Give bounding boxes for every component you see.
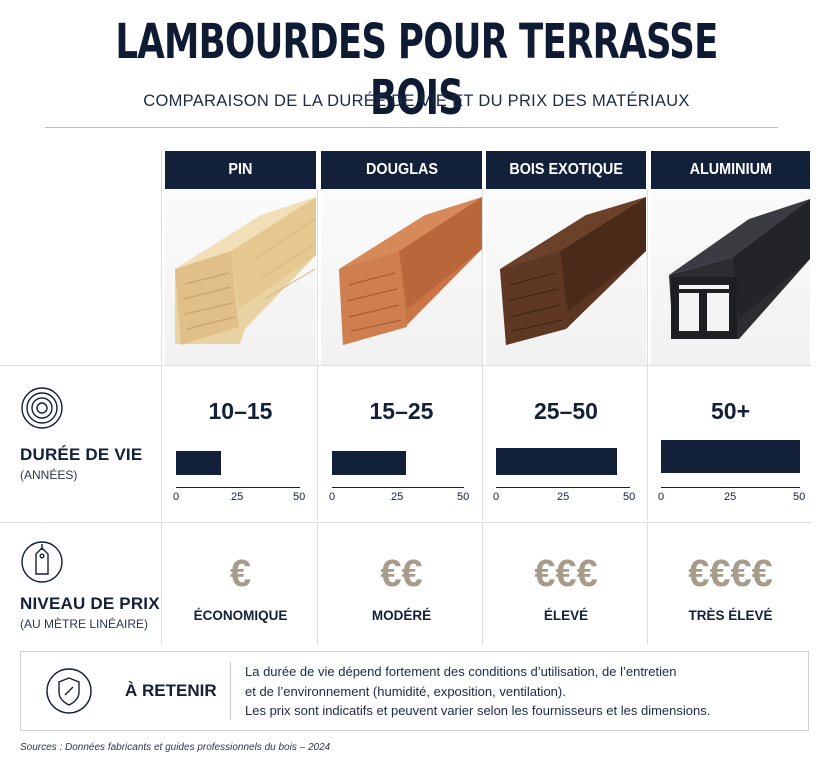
lifespan-value-exotic: 25–50 bbox=[534, 398, 598, 424]
key-takeaway-text: La durée de vie dépend fortement des con… bbox=[245, 662, 710, 721]
lifespan-axis bbox=[496, 487, 630, 488]
lifespan-bar-douglas bbox=[332, 451, 406, 475]
axis-tick-label: 25 bbox=[231, 491, 244, 503]
lifespan-axis bbox=[661, 487, 800, 488]
lifespan-axis bbox=[332, 487, 464, 488]
pine-joist-image bbox=[165, 189, 316, 365]
grid-divider bbox=[482, 189, 483, 521]
page-subtitle: COMPARAISON DE LA DURÉE DE VIE ET DU PRI… bbox=[143, 92, 690, 110]
axis-tick-label: 25 bbox=[391, 491, 404, 503]
row-divider bbox=[0, 365, 811, 366]
douglas-joist-image bbox=[321, 189, 482, 365]
price-label-aluminium: TRÈS ÉLEVÉ bbox=[688, 608, 773, 623]
axis-tick-label: 25 bbox=[557, 491, 570, 503]
axis-tick-label: 50 bbox=[457, 491, 470, 503]
price-label: NIVEAU DE PRIX bbox=[20, 594, 160, 613]
axis-tick-label: 0 bbox=[493, 491, 500, 503]
axis-tick-label: 50 bbox=[293, 491, 306, 503]
price-label-douglas: MODÉRÉ bbox=[371, 608, 432, 623]
grid-divider bbox=[161, 523, 162, 645]
key-takeaway-divider bbox=[230, 662, 231, 720]
grid-divider bbox=[317, 189, 318, 521]
lifespan-row-label: DURÉE DE VIE (ANNÉES) bbox=[20, 445, 142, 482]
lifespan-unit: (ANNÉES) bbox=[20, 468, 78, 482]
exotic-wood-joist-image bbox=[486, 189, 646, 365]
column-header-aluminium: ALUMINIUM bbox=[651, 151, 810, 189]
key-takeaway-box: À RETENIR La durée de vie dépend forteme… bbox=[20, 651, 809, 731]
price-label-exotic: ÉLEVÉ bbox=[543, 608, 589, 623]
grid-divider bbox=[647, 189, 648, 521]
grid-divider bbox=[482, 523, 483, 645]
price-tag-icon bbox=[20, 540, 64, 589]
column-header-exotic: BOIS EXOTIQUE bbox=[486, 151, 646, 189]
grid-divider bbox=[161, 151, 162, 521]
grid-divider bbox=[647, 523, 648, 645]
lifespan-value-aluminium: 50+ bbox=[710, 398, 750, 424]
price-symbol-aluminium: €€€€ bbox=[688, 553, 773, 595]
column-header-pin: PIN bbox=[165, 151, 316, 189]
price-unit: (AU MÈTRE LINÉAIRE) bbox=[20, 617, 149, 631]
axis-tick-label: 0 bbox=[658, 491, 665, 503]
page-title: LAMBOURDES POUR TERRASSE BOIS bbox=[115, 14, 718, 126]
aluminium-joist-image bbox=[651, 189, 810, 365]
key-takeaway-title: À RETENIR bbox=[125, 681, 217, 700]
lifespan-bar-pin bbox=[176, 451, 221, 475]
lifespan-value-pin: 10–15 bbox=[208, 398, 273, 424]
lifespan-bar-aluminium bbox=[661, 440, 800, 473]
lifespan-icon bbox=[20, 386, 64, 435]
price-label-pin: ÉCONOMIQUE bbox=[193, 608, 288, 623]
lifespan-axis bbox=[176, 487, 300, 488]
shield-icon bbox=[45, 667, 93, 720]
axis-tick-label: 25 bbox=[724, 491, 737, 503]
lifespan-label: DURÉE DE VIE bbox=[20, 445, 143, 464]
axis-tick-label: 50 bbox=[793, 491, 806, 503]
price-row-label: NIVEAU DE PRIX (AU MÈTRE LINÉAIRE) bbox=[20, 594, 160, 631]
price-symbol-exotic: €€€ bbox=[534, 553, 598, 595]
lifespan-value-douglas: 15–25 bbox=[369, 398, 434, 424]
price-symbol-pin: € bbox=[229, 553, 252, 595]
price-symbol-douglas: €€ bbox=[380, 553, 423, 595]
title-divider bbox=[45, 127, 778, 128]
axis-tick-label: 0 bbox=[329, 491, 336, 503]
column-header-douglas: DOUGLAS bbox=[321, 151, 482, 189]
key-takeaway-line: La durée de vie dépend fortement des con… bbox=[245, 664, 677, 679]
key-takeaway-line: Les prix sont indicatifs et peuvent vari… bbox=[245, 703, 711, 718]
source-note: Sources : Données fabricants et guides p… bbox=[20, 742, 331, 753]
key-takeaway-line: et de l’environnement (humidité, exposit… bbox=[245, 683, 566, 699]
row-divider bbox=[0, 522, 811, 523]
axis-tick-label: 0 bbox=[173, 491, 180, 503]
grid-divider bbox=[317, 523, 318, 645]
lifespan-bar-exotic bbox=[496, 448, 617, 475]
axis-tick-label: 50 bbox=[623, 491, 636, 503]
